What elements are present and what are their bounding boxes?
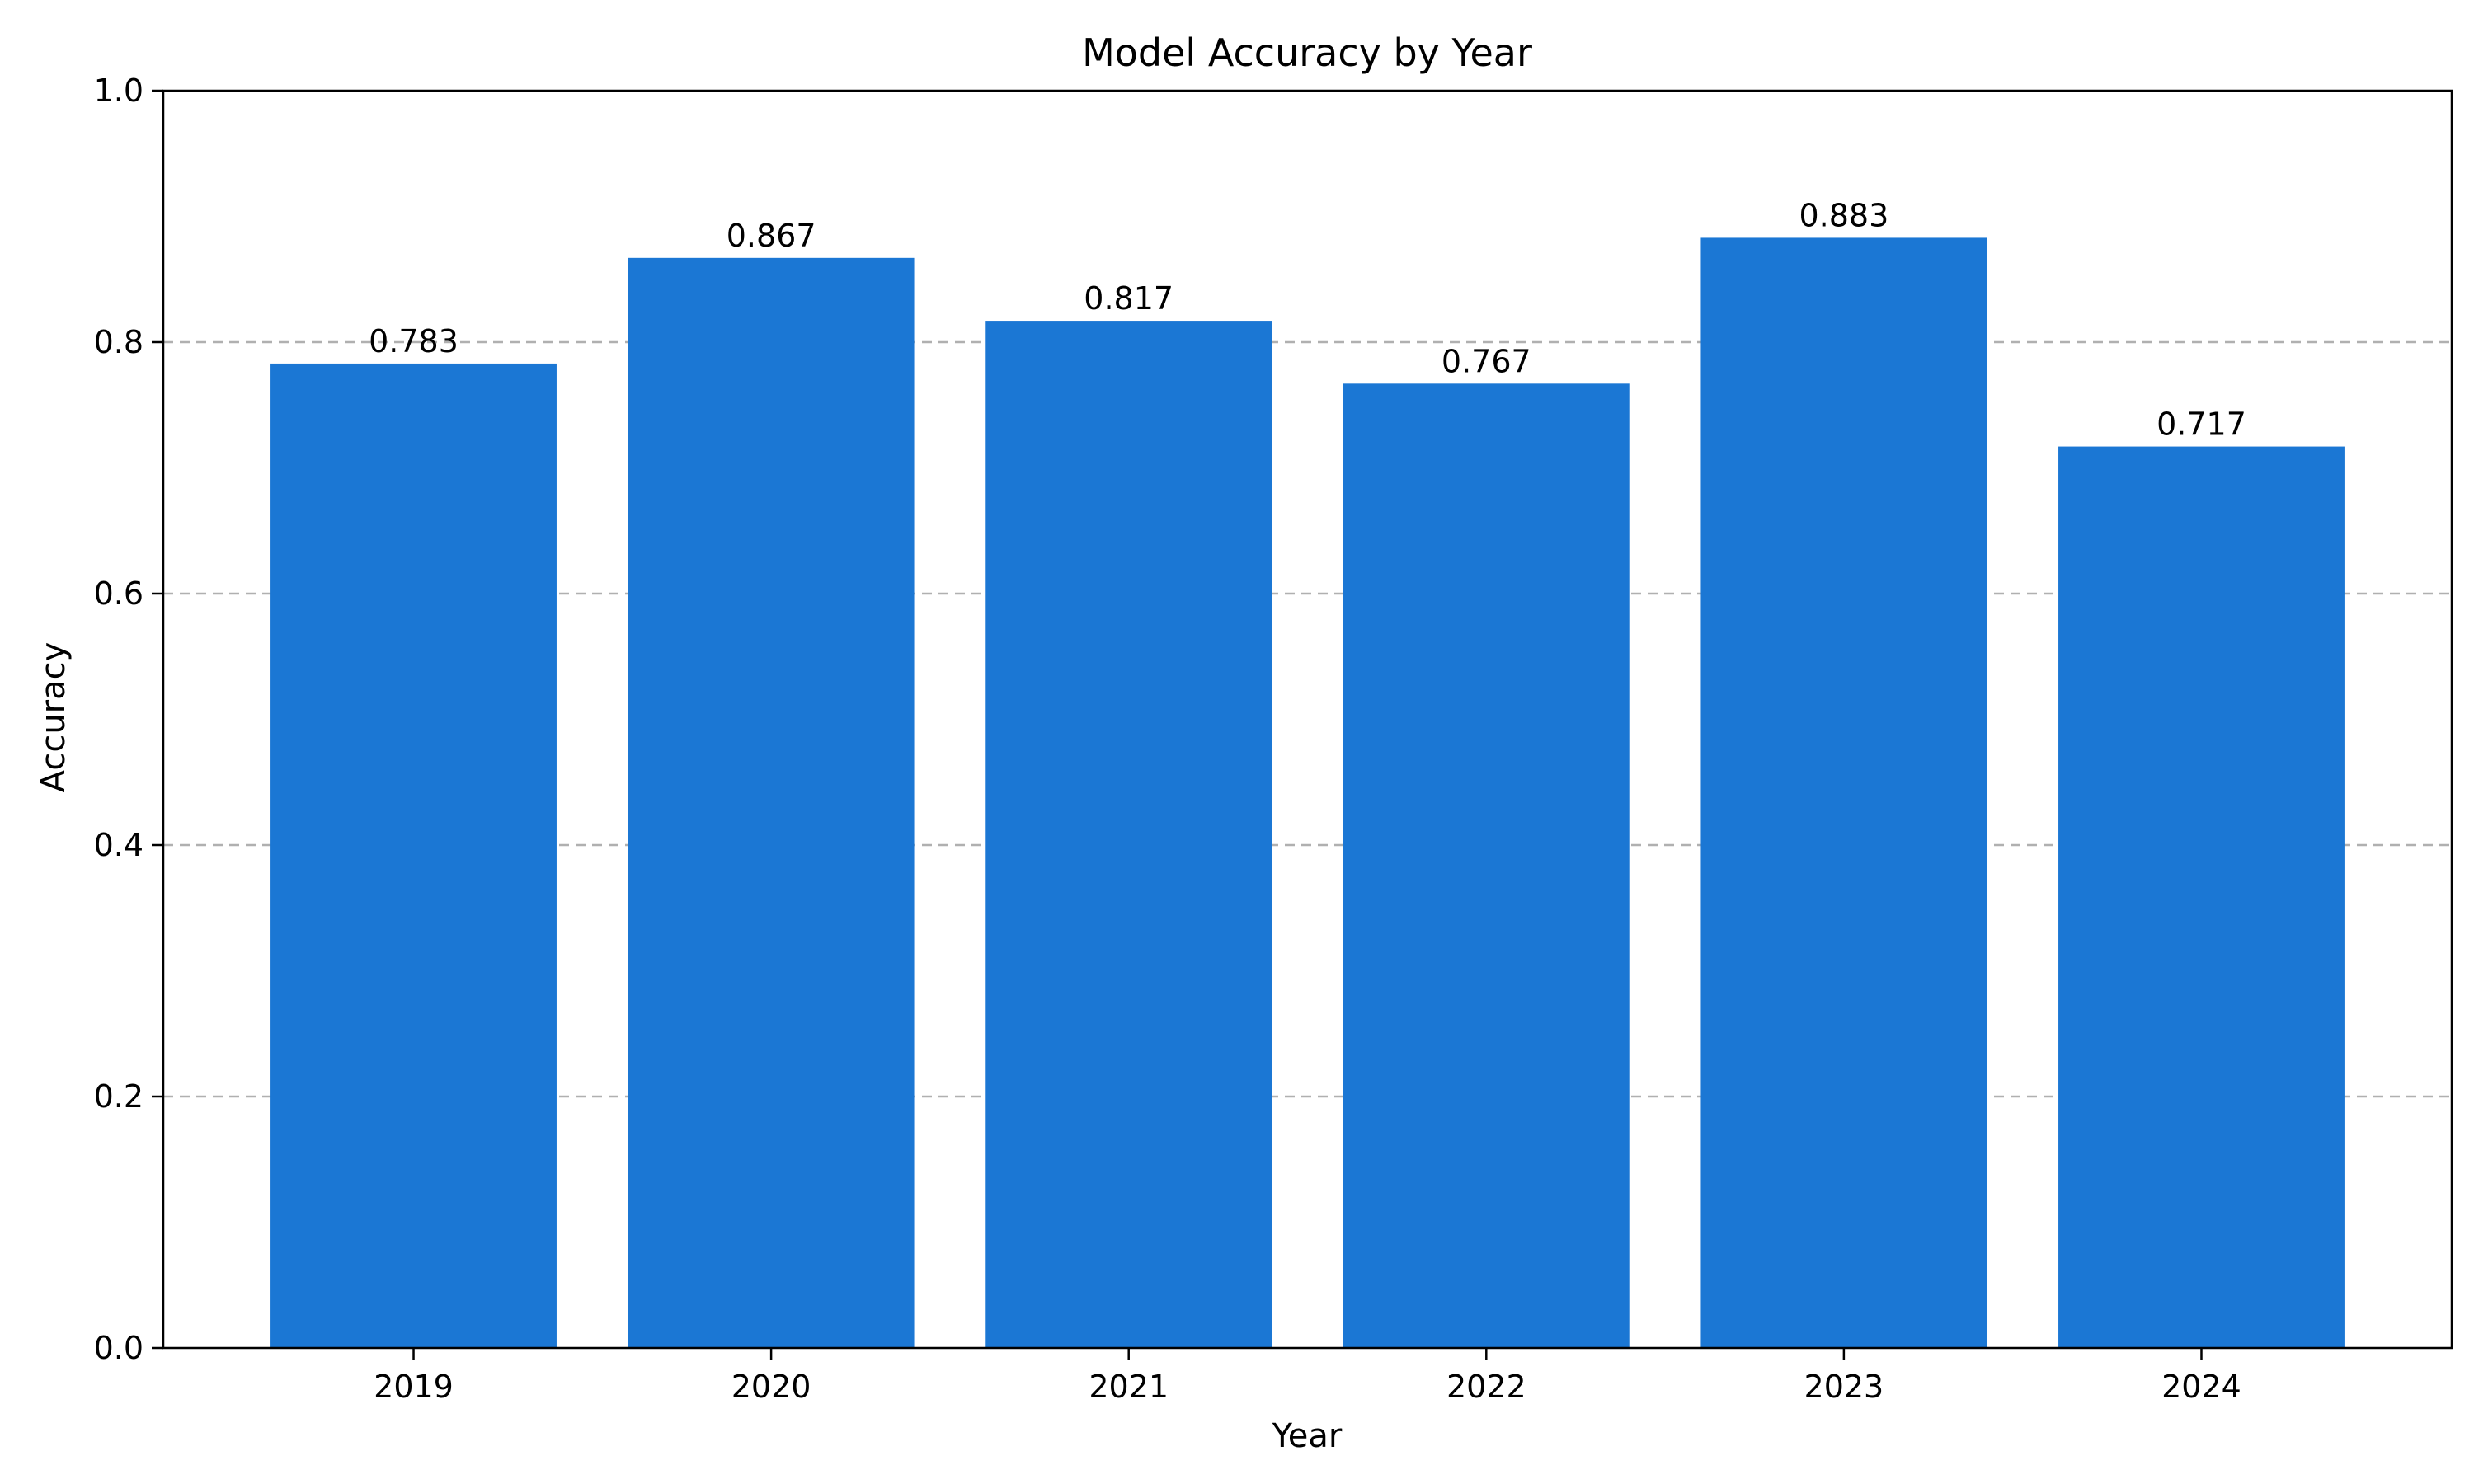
y-tick-label: 0.4	[94, 827, 143, 863]
x-tick-label: 2019	[374, 1369, 454, 1405]
x-tick-label: 2023	[1804, 1369, 1884, 1405]
x-tick-label: 2024	[2161, 1369, 2241, 1405]
y-axis-ticks: 0.0 0.2 0.4 0.6 0.8 1.0	[94, 73, 163, 1366]
y-axis-label: Accuracy	[35, 642, 73, 793]
plot-area-frame	[162, 89, 2453, 1350]
bar-2020	[628, 257, 915, 1349]
bar-value-label: 0.717	[2157, 406, 2246, 443]
bar-value-label: 0.783	[369, 323, 459, 359]
bar-2019	[270, 363, 557, 1348]
x-axis-label: Year	[1272, 1417, 1343, 1455]
bar-value-label: 0.883	[1799, 197, 1888, 233]
y-tick-label: 0.8	[94, 324, 143, 360]
x-tick-label: 2020	[731, 1369, 811, 1405]
bar-value-label: 0.767	[1442, 343, 1531, 379]
chart-title: Model Accuracy by Year	[1082, 31, 1532, 75]
bar-2022	[1343, 383, 1630, 1349]
bar-2023	[1700, 237, 1987, 1348]
y-tick-label: 0.0	[94, 1330, 143, 1366]
x-tick-label: 2022	[1446, 1369, 1526, 1405]
x-tick-label: 2021	[1089, 1369, 1169, 1405]
bar-2024	[2058, 446, 2345, 1349]
bar-value-label: 0.817	[1084, 280, 1174, 317]
y-tick-label: 0.2	[94, 1078, 143, 1115]
bar-2021	[985, 321, 1272, 1349]
x-axis-ticks: 2019 2020 2021 2022 2023 2024	[374, 1348, 2241, 1405]
y-tick-label: 0.6	[94, 575, 143, 612]
y-tick-label: 1.0	[94, 73, 143, 109]
bar-value-label: 0.867	[727, 218, 816, 254]
bars	[270, 237, 2345, 1349]
bar-value-labels: 0.783 0.867 0.817 0.767 0.883 0.717	[369, 197, 2246, 442]
